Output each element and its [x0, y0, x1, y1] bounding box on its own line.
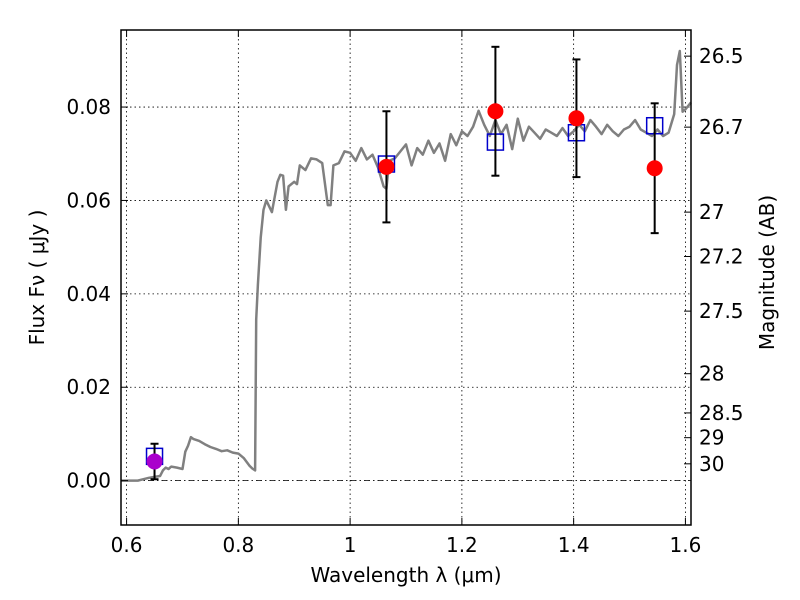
- magnitude-tick-label: 30: [699, 452, 724, 476]
- x-tick-label: 0.6: [111, 533, 143, 557]
- magnitude-tick-label: 26.5: [699, 44, 744, 68]
- x-tick-label: 0.8: [222, 533, 254, 557]
- observed-flux-point: [378, 158, 395, 175]
- y-tick-label: 0.06: [66, 188, 111, 212]
- observed-flux-point: [487, 103, 504, 120]
- magnitude-tick-label: 27.2: [699, 244, 744, 268]
- x-tick-label: 1.2: [446, 533, 478, 557]
- magnitude-tick-label: 29: [699, 426, 724, 450]
- y-axis-label-left: Flux Fν ( μJy ): [25, 210, 49, 346]
- x-tick-label: 1: [344, 533, 357, 557]
- magnitude-tick-label: 28: [699, 362, 724, 386]
- magnitude-tick-label: 27: [699, 200, 724, 224]
- y-axis-label-right: Magnitude (AB): [755, 195, 779, 350]
- y-tick-label: 0.08: [66, 95, 111, 119]
- magnitude-tick-label: 26.7: [699, 115, 744, 139]
- sed-model-line: [121, 49, 692, 482]
- observed-flux-point: [646, 160, 663, 177]
- magnitude-tick-label: 28.5: [699, 401, 744, 425]
- y-tick-label: 0.00: [66, 469, 111, 493]
- magnitude-tick-label: 27.5: [699, 299, 744, 323]
- x-tick-label: 1.6: [670, 533, 702, 557]
- y-tick-label: 0.04: [66, 282, 111, 306]
- ticks: 0.6 0.8 1 1.2 1.4 1.6 0.00 0.02 0.04 0.06 0.08 26.5…: [66, 30, 744, 557]
- series-layer: [121, 45, 692, 482]
- grid: [121, 30, 691, 525]
- observed-flux-point: [568, 110, 585, 127]
- observed-flux-point: [146, 453, 163, 470]
- x-axis-label: Wavelength λ (μm): [310, 563, 501, 587]
- plot-frame: [120, 29, 692, 526]
- y-tick-label: 0.02: [66, 375, 111, 399]
- x-tick-label: 1.4: [558, 533, 590, 557]
